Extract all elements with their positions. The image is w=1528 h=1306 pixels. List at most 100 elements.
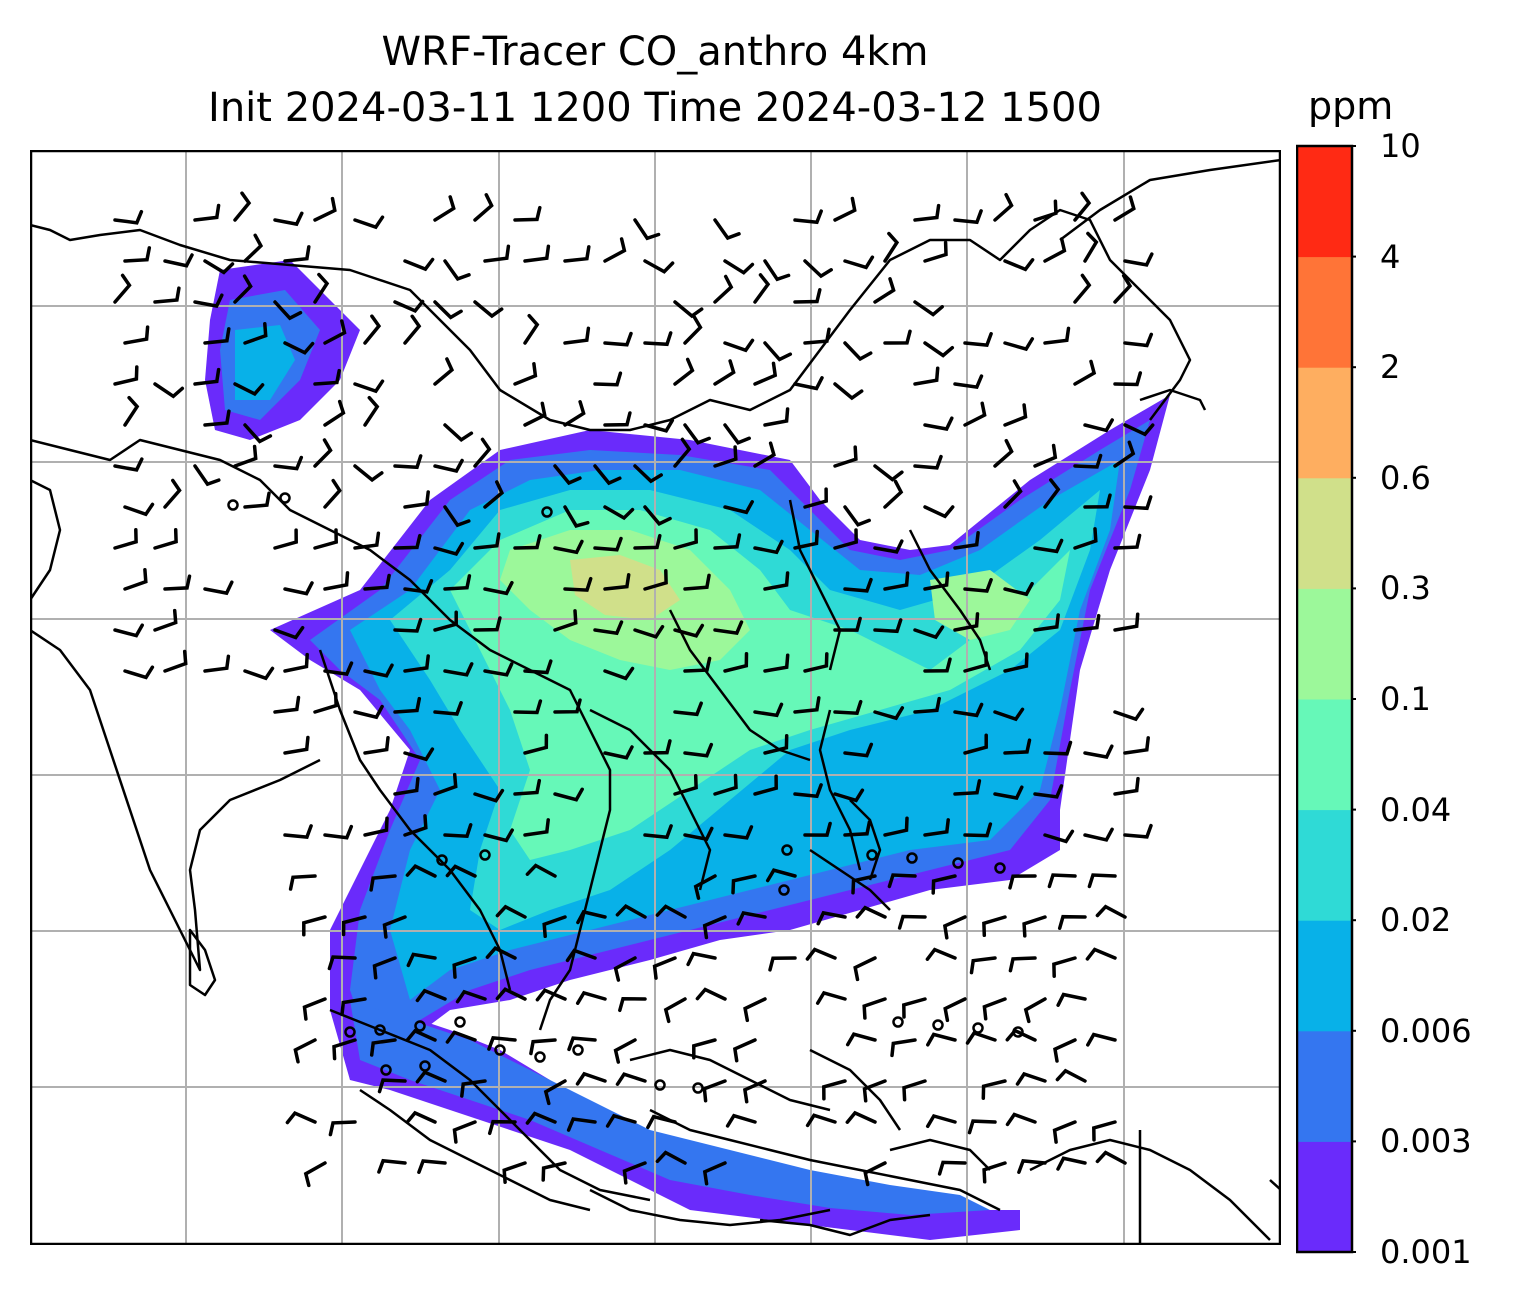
- wind-barb-icon: [1008, 874, 1037, 890]
- colorbar-tick-label: 0.001: [1380, 1233, 1472, 1271]
- wind-barb-icon: [923, 341, 955, 358]
- calm-wind-circle-icon: [279, 492, 291, 504]
- wind-barb-icon: [113, 528, 138, 550]
- wind-barb-icon: [683, 423, 711, 445]
- wind-barb-icon: [377, 1158, 407, 1174]
- wind-barb-icon: [393, 533, 422, 550]
- colorbar-segment: [1296, 699, 1352, 811]
- wind-barb-icon: [123, 568, 148, 591]
- wind-barb-icon: [702, 1079, 727, 1103]
- wind-barb-icon: [673, 357, 695, 386]
- wind-barb-icon: [953, 702, 984, 718]
- wind-barb-icon: [113, 209, 144, 225]
- wind-barb-icon: [1073, 527, 1098, 550]
- wind-barb-icon: [1073, 453, 1103, 469]
- wind-barb-icon: [1073, 191, 1092, 222]
- wind-barb-icon: [843, 341, 873, 362]
- wind-barb-icon: [393, 617, 423, 633]
- wind-barb-icon: [926, 1032, 957, 1047]
- wind-barb-icon: [1008, 956, 1037, 973]
- wind-barb-icon: [372, 956, 397, 980]
- wind-barb-icon: [793, 783, 823, 799]
- wind-barb-icon: [643, 569, 668, 591]
- wind-barb-icon: [283, 824, 313, 839]
- wind-barb-icon: [123, 665, 155, 680]
- wind-barb-icon: [923, 571, 950, 591]
- wind-barb-icon: [393, 696, 422, 714]
- wind-barb-icon: [753, 273, 771, 304]
- colorbar-tick-label: 10: [1380, 127, 1421, 165]
- wind-barb-icon: [575, 990, 607, 1005]
- wind-barb-icon: [433, 357, 455, 386]
- wind-barb-icon: [931, 874, 957, 895]
- wind-barb-icon: [633, 464, 663, 484]
- wind-barb-icon: [327, 955, 357, 971]
- wind-barb-icon: [553, 609, 578, 632]
- wind-barb-icon: [655, 904, 687, 919]
- wind-barb-icon: [243, 423, 273, 444]
- wind-barb-icon: [833, 445, 858, 468]
- wind-barb-icon: [652, 956, 677, 980]
- wind-barb-icon: [363, 663, 394, 678]
- wind-barb-icon: [822, 1079, 847, 1101]
- wind-barb-icon: [513, 778, 542, 796]
- wind-barb-icon: [683, 742, 714, 758]
- calm-wind-circle-icon: [692, 1082, 704, 1094]
- wind-barb-icon: [1083, 827, 1114, 842]
- wind-barb-icon: [443, 662, 474, 677]
- wind-barb-icon: [193, 367, 221, 386]
- wind-barb-icon: [693, 874, 717, 900]
- wind-barb-icon: [1057, 914, 1087, 930]
- wind-barb-icon: [443, 259, 471, 281]
- wind-barb-icon: [763, 259, 791, 282]
- wind-barb-icon: [695, 987, 727, 1001]
- colorbar-tick-label: 4: [1380, 237, 1401, 276]
- wind-barb-icon: [283, 735, 310, 755]
- wind-barb-icon: [683, 826, 714, 842]
- wind-barb-icon: [1073, 273, 1092, 304]
- wind-barb-icon: [633, 533, 662, 550]
- wind-barb-icon: [643, 259, 675, 274]
- wind-barb-icon: [233, 444, 258, 468]
- wind-barb-icon: [593, 620, 624, 636]
- wind-barb-icon: [153, 608, 178, 632]
- colorbar-tick-label: 0.6: [1380, 458, 1431, 497]
- wind-barb-icon: [902, 997, 927, 1019]
- wind-barb-icon: [993, 192, 1014, 222]
- wind-barb-icon: [323, 319, 347, 345]
- wind-barb-icon: [953, 779, 982, 796]
- wind-barb-icon: [742, 1079, 767, 1104]
- wind-barb-icon: [763, 653, 790, 673]
- wind-barb-icon: [713, 359, 736, 386]
- wind-barb-icon: [743, 997, 767, 1023]
- wind-barb-icon: [1083, 231, 1099, 263]
- wind-barb-icon: [815, 990, 847, 1005]
- wind-barb-icon: [1033, 784, 1064, 799]
- wind-barb-icon: [736, 911, 767, 926]
- wind-barb-icon: [969, 956, 997, 975]
- wind-barb-icon: [576, 909, 607, 925]
- wind-barb-icon: [803, 487, 828, 509]
- wind-barb-icon: [563, 400, 586, 427]
- wind-barb-icon: [1033, 538, 1064, 554]
- wind-barb-icon: [605, 1113, 637, 1128]
- calm-wind-circle-icon: [781, 844, 793, 856]
- wind-barb-icon: [433, 541, 465, 556]
- wind-barb-icon: [853, 956, 877, 982]
- wind-barb-icon: [1113, 440, 1136, 468]
- wind-barb-icon: [913, 203, 941, 222]
- wind-barb-icon: [113, 623, 144, 638]
- wind-barb-icon: [153, 527, 178, 550]
- wind-barb-icon: [323, 399, 346, 427]
- wind-barb-icon: [753, 361, 778, 386]
- wind-barb-icon: [363, 735, 390, 755]
- wind-barb-icon: [1022, 915, 1047, 938]
- wind-barb-icon: [417, 1159, 447, 1174]
- wind-barb-icon: [403, 257, 435, 272]
- wind-barb-icon: [1113, 273, 1133, 304]
- wind-barb-icon: [615, 1072, 647, 1086]
- wind-barb-icon: [1073, 613, 1101, 632]
- wind-barb-icon: [603, 331, 633, 347]
- wind-barb-icon: [313, 528, 338, 550]
- wind-barb-icon: [483, 662, 514, 677]
